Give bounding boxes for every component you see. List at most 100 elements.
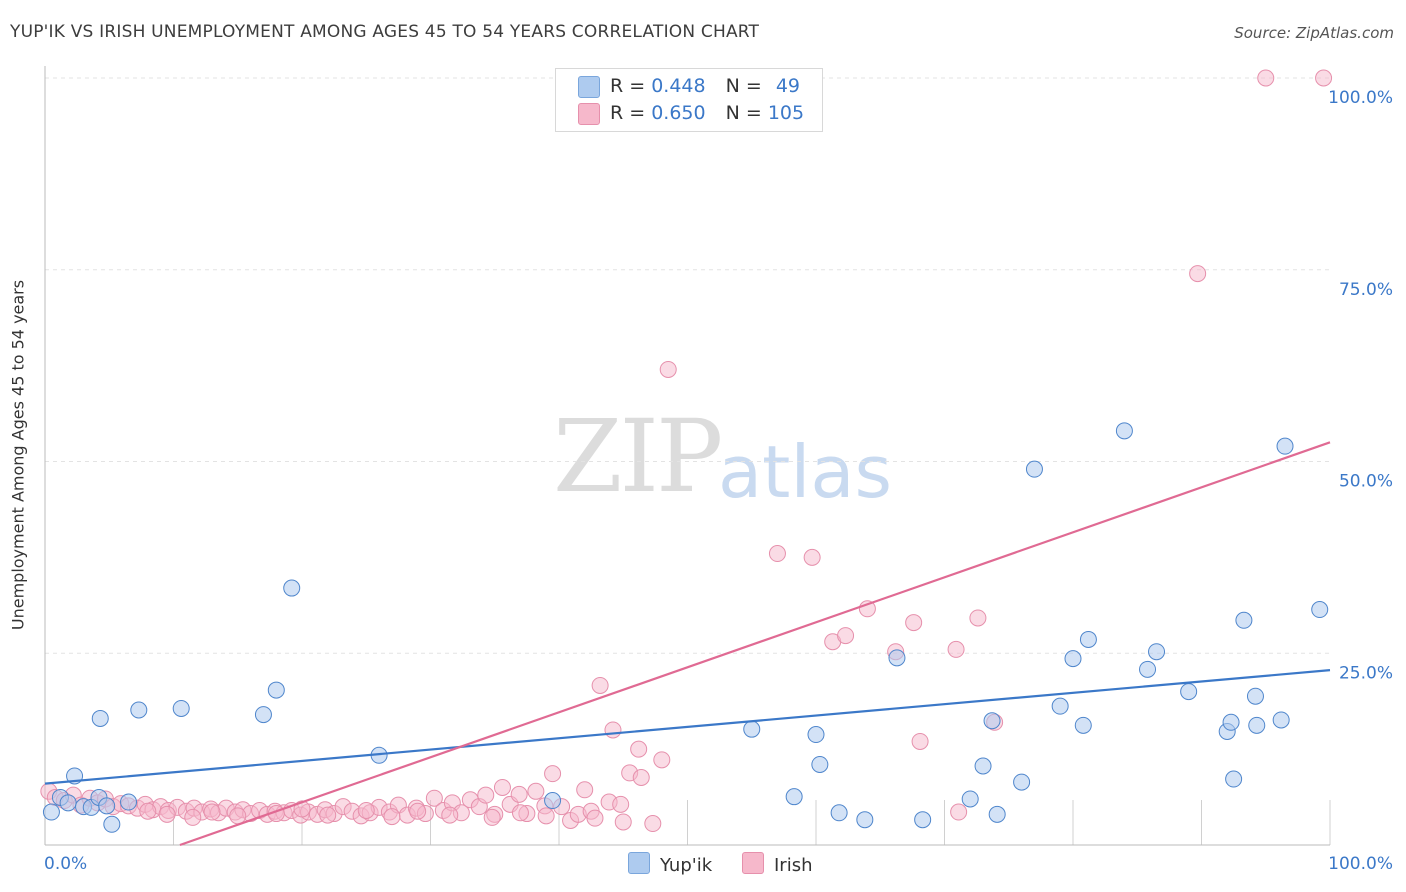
data-point-irish [576, 781, 594, 799]
trend-line-irish [179, 441, 1331, 847]
data-point-irish [1257, 69, 1275, 87]
bottom-legend-swatch-yupik [628, 852, 650, 874]
x-tick-label: 100.0% [1328, 854, 1393, 874]
data-point-yupik [1079, 630, 1097, 648]
data-point-yupik [59, 794, 77, 812]
data-point-irish [383, 808, 401, 826]
data-point-irish [659, 360, 677, 378]
data-point-irish [357, 801, 375, 819]
chart-title: YUP'IK VS IRISH UNEMPLOYMENT AMONG AGES … [10, 22, 760, 42]
data-point-yupik [1064, 650, 1082, 668]
data-point-irish [614, 813, 632, 831]
data-point-yupik [856, 811, 874, 829]
legend-r-value: 0.650 [651, 102, 706, 124]
data-point-yupik [544, 792, 562, 810]
data-point-irish [544, 765, 562, 783]
bottom-legend-label-irish: Irish [774, 855, 813, 876]
x-tick-label: 0.0% [44, 854, 87, 874]
y-tick-label: 50.0% [1339, 472, 1393, 492]
data-point-irish [511, 804, 529, 822]
data-point-irish [409, 802, 427, 820]
legend-row-irish: R = 0.650 N = 105 [578, 102, 804, 126]
data-point-irish [591, 676, 609, 694]
data-point-yupik [785, 788, 803, 806]
data-point-yupik [254, 706, 272, 724]
y-tick-label: 25.0% [1339, 663, 1393, 683]
legend-swatch-yupik [578, 75, 600, 98]
data-point-yupik [42, 803, 60, 821]
legend-row-yupik: R = 0.448 N = 49 [578, 75, 800, 99]
data-point-irish [477, 786, 495, 804]
data-point-irish [510, 785, 528, 803]
legend-n-label: N = [725, 102, 768, 124]
data-point-irish [612, 795, 630, 813]
data-point-irish [1315, 69, 1333, 87]
watermark-atlas: atlas [718, 430, 892, 514]
data-point-yupik [1225, 770, 1243, 788]
legend-swatch-irish [578, 102, 600, 125]
data-point-yupik [1051, 697, 1069, 715]
data-point-irish [644, 815, 662, 833]
data-point-yupik [120, 793, 138, 811]
data-point-yupik [98, 797, 116, 815]
data-point-irish [969, 609, 987, 627]
data-point-yupik [1248, 716, 1266, 734]
trend-line-yupik [44, 669, 1331, 785]
data-point-irish [537, 807, 555, 825]
data-point-irish [293, 800, 311, 818]
data-point-irish [203, 803, 221, 821]
data-point-irish [630, 740, 648, 758]
data-point-yupik [974, 757, 992, 775]
data-point-yupik [961, 790, 979, 808]
data-point-irish [947, 640, 965, 658]
y-axis-label: Unemployment Among Ages 45 to 54 years [8, 279, 28, 631]
data-point-irish [803, 548, 821, 566]
data-point-yupik [1246, 687, 1264, 705]
data-point-irish [604, 721, 622, 739]
y-tick-label: 100.0% [1328, 88, 1393, 108]
data-point-irish [441, 806, 459, 824]
legend-r-label: R = [610, 75, 652, 97]
data-point-yupik [830, 804, 848, 822]
data-point-irish [483, 808, 501, 826]
watermark-zip: ZIP [553, 398, 723, 515]
data-point-yupik [1235, 611, 1253, 629]
data-point-yupik [1115, 422, 1133, 440]
legend-r-value: 0.448 [651, 75, 706, 97]
data-point-irish [493, 778, 511, 796]
data-point-irish [184, 808, 202, 826]
data-point-irish [139, 802, 157, 820]
data-point-yupik [130, 701, 148, 719]
legend-n-value: 105 [767, 102, 805, 124]
data-point-irish [527, 782, 545, 800]
bottom-legend-swatch-irish [742, 852, 764, 874]
data-point-yupik [1276, 437, 1294, 455]
correlation-legend: R = 0.448 N = 49 R = 0.650 N = 105 [555, 68, 823, 132]
data-point-irish [229, 807, 247, 825]
data-point-yupik [983, 712, 1001, 730]
data-point-yupik [283, 579, 301, 597]
legend-n-value: 49 [775, 75, 801, 97]
data-point-yupik [1222, 713, 1240, 731]
data-point-irish [632, 769, 650, 787]
data-point-irish [319, 806, 337, 824]
data-point-irish [158, 805, 176, 823]
data-point-yupik [1180, 683, 1198, 701]
data-point-yupik [103, 815, 121, 833]
legend-n-label: N = [725, 75, 768, 97]
data-point-irish [837, 627, 855, 645]
data-point-yupik [267, 681, 285, 699]
legend-r-label: R = [610, 102, 652, 124]
bottom-legend-irish: Irish [742, 852, 813, 876]
data-point-yupik [1025, 460, 1043, 478]
source-credit: Source: ZipAtlas.com [1234, 24, 1394, 42]
y-tick-label: 75.0% [1339, 280, 1393, 300]
data-point-yupik [1139, 660, 1157, 678]
data-point-yupik [1013, 773, 1031, 791]
data-point-irish [586, 809, 604, 827]
data-point-yupik [91, 709, 109, 727]
data-point-yupik [988, 805, 1006, 823]
bottom-legend-yupik: Yup'ik [628, 852, 712, 876]
data-point-yupik [914, 811, 932, 829]
